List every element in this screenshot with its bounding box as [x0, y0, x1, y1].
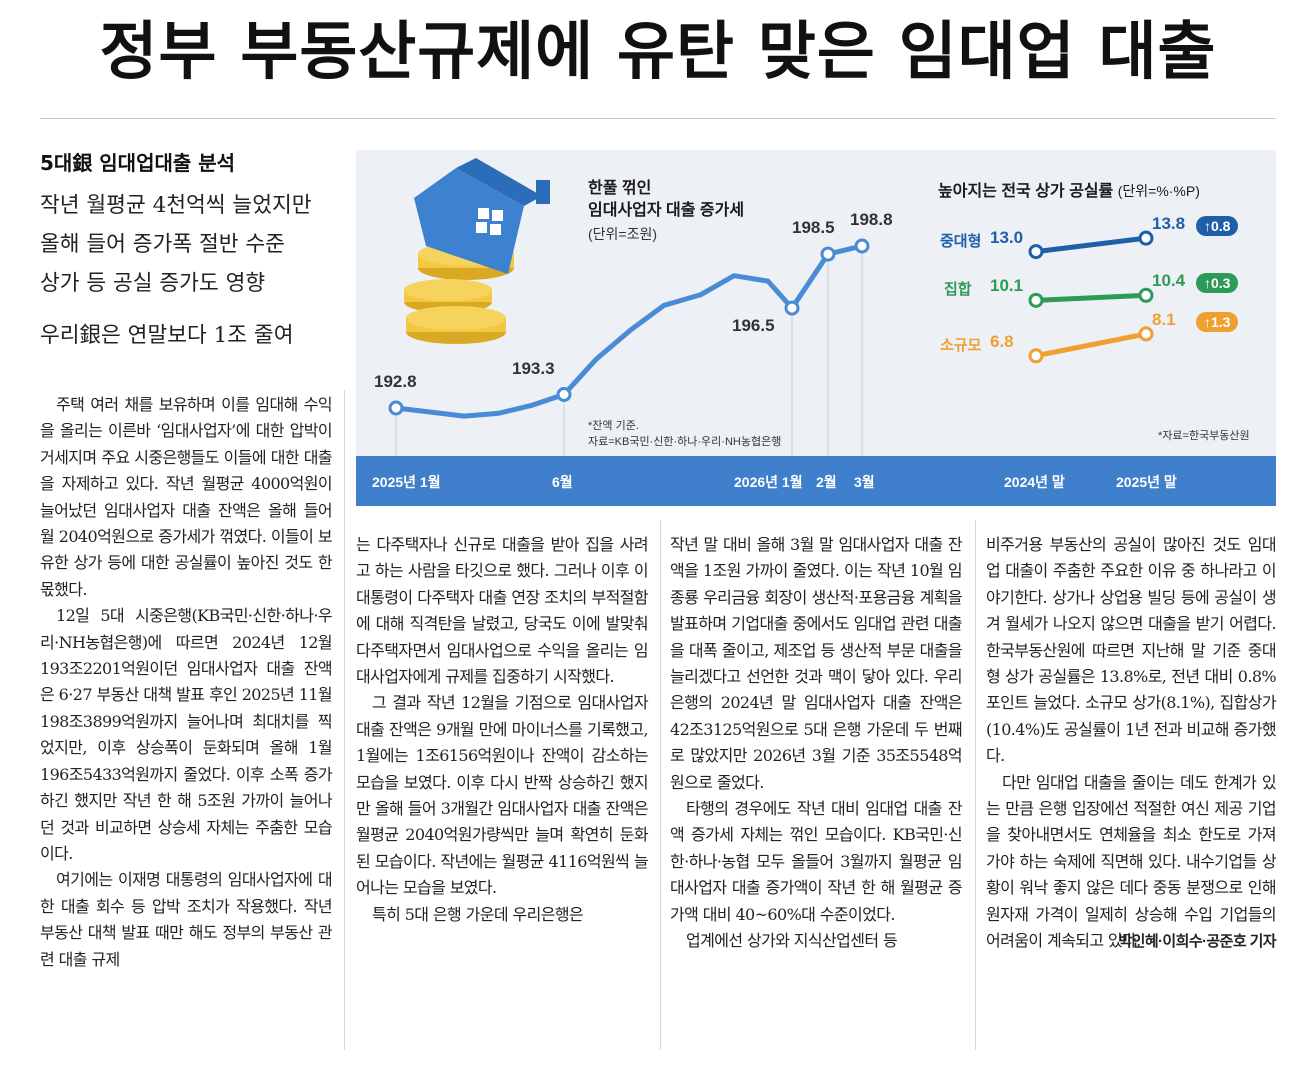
- chart2-point: [1028, 348, 1044, 364]
- chart2-point: [1138, 287, 1154, 303]
- paragraph: 특히 5대 은행 가운데 우리은행은: [372, 904, 584, 924]
- byline: 박인혜·이희수·공준호 기자: [1118, 932, 1276, 950]
- chart2-point: [1028, 244, 1044, 260]
- body-column-2: 는 다주택자나 신규로 대출을 받아 집을 사려고 하는 사람을 타깃으로 했다…: [356, 532, 649, 928]
- chart1-note-line: 자료=KB국민·신한·하나·우리·NH농협은행: [588, 436, 782, 448]
- chart2-series-line: [1033, 235, 1149, 255]
- paragraph: 주택 여러 채를 보유하며 이를 임대해 수익을 올리는 이른바 ‘임대사업자’…: [40, 395, 333, 599]
- chart2-x-tick: 2025년 말: [1116, 474, 1177, 490]
- chart2-value-end: 8.1: [1152, 309, 1176, 329]
- paragraph: 다만 임대업 대출을 줄이는 데도 한계가 있는 만큼 은행 입장에선 적절한 …: [986, 772, 1277, 951]
- chart1-data-label: 192.8: [374, 372, 417, 391]
- column-rule: [975, 520, 976, 1050]
- chart2-title: 높아지는 전국 상가 공실률 (단위=%·%P): [938, 180, 1200, 203]
- chart2-source: *자료=한국부동산원: [1158, 430, 1250, 442]
- chart1-point: [556, 387, 572, 402]
- chart2-value-end: 13.8: [1152, 214, 1186, 234]
- chart1-data-label: 198.8: [850, 210, 893, 229]
- chart2-point: [1028, 292, 1044, 308]
- kicker: 5대銀 임대업대출 분석: [40, 151, 236, 175]
- chart2-value-end: 10.4: [1152, 271, 1186, 291]
- chart2-value-start: 13.0: [990, 227, 1024, 247]
- chart1-note: *잔액 기준. 자료=KB국민·신한·하나·우리·NH농협은행: [588, 418, 781, 450]
- chart2-change-badge: ↑0.8: [1196, 216, 1239, 237]
- paragraph: 작년 말 대비 올해 3월 말 임대사업자 대출 잔액을 1조원 가까이 줄였다…: [670, 535, 963, 792]
- chart1-data-label: 193.3: [512, 358, 555, 378]
- paragraph: 12일 5대 시중은행(KB국민·신한·하나·우리·NH농협은행)에 따르면 2…: [40, 606, 333, 863]
- chart1-x-tick: 6월: [552, 474, 573, 490]
- chart1-point: [784, 300, 800, 316]
- body-column-4: 비주거용 부동산의 공실이 많아진 것도 임대업 대출이 주춤한 주요한 이유 …: [986, 532, 1277, 955]
- chart2-value-start: 6.8: [990, 331, 1014, 351]
- chart1-x-tick: 2월: [816, 474, 837, 490]
- chart1-note-line: *잔액 기준.: [588, 420, 639, 432]
- loan-line-chart: [388, 238, 870, 456]
- header-rule: [40, 118, 1276, 119]
- deck-line: 상가 등 공실 증가도 영향: [40, 271, 266, 296]
- body-column-1: 주택 여러 채를 보유하며 이를 임대해 수익을 올리는 이른바 ‘임대사업자’…: [40, 392, 333, 973]
- chart1-point: [820, 246, 836, 262]
- subheads: 5대銀 임대업대출 분석 작년 월평균 4천억씩 늘었지만 올해 들어 증가폭 …: [40, 148, 340, 355]
- chart2-point: [1138, 230, 1154, 246]
- x-axis-bar: [356, 456, 1276, 506]
- infographic: 한풀 꺾인 임대사업자 대출 증가세 (단위=조원) *잔액 기준. 자료=KB…: [356, 150, 1276, 506]
- chart1-title-line: 한풀 꺾인: [588, 180, 652, 197]
- chart2-change-badge: ↑0.3: [1196, 273, 1239, 294]
- chart2-change-badge: ↑1.3: [1196, 311, 1239, 332]
- paragraph: 타행의 경우에도 작년 대비 임대업 대출 잔액 증가세 자체는 꺾인 모습이다…: [670, 799, 963, 924]
- infographic-canvas: [388, 158, 1154, 456]
- chart1-point: [388, 400, 404, 416]
- chart1-series-line: [393, 243, 865, 419]
- chart2-unit: (단위=%·%P): [1117, 183, 1200, 199]
- chart2-title-text: 높아지는 전국 상가 공실률: [938, 183, 1114, 200]
- chart1-unit: (단위=조원): [588, 226, 658, 242]
- headline: 정부 부동산규제에 유탄 맞은 임대업 대출: [99, 15, 1217, 88]
- chart1-title-line: 임대사업자 대출 증가세: [588, 202, 745, 219]
- chart1-x-tick: 2025년 1월: [372, 474, 441, 490]
- paragraph: 여기에는 이재명 대통령의 임대사업자에 대한 대출 회수 등 압박 조치가 작…: [40, 870, 333, 969]
- house-coin-illustration: [404, 158, 550, 344]
- chart2-series-line: [1033, 292, 1149, 303]
- chart2-series-name: 소규모: [940, 336, 982, 354]
- chart2-series-name: 중대형: [940, 232, 982, 250]
- paragraph: 그 결과 작년 12월을 기점으로 임대사업자 대출 잔액은 9개월 만에 마이…: [356, 693, 649, 898]
- paragraph: 업계에선 상가와 지식산업센터 등: [686, 931, 898, 951]
- chart2-series-name: 집합: [944, 281, 972, 299]
- deck-secondary: 우리銀은 연말보다 1조 줄여: [40, 323, 294, 348]
- chart1-point: [854, 238, 870, 254]
- chart2-value-start: 10.1: [990, 276, 1024, 296]
- vacancy-line-chart: [1028, 230, 1154, 364]
- paragraph: 는 다주택자나 신규로 대출을 받아 집을 사려고 하는 사람을 타깃으로 했다…: [356, 535, 649, 687]
- chart1-title: 한풀 꺾인 임대사업자 대출 증가세: [588, 178, 744, 222]
- deck-line: 올해 들어 증가폭 절반 수준: [40, 232, 285, 257]
- paragraph: 비주거용 부동산의 공실이 많아진 것도 임대업 대출이 주춤한 주요한 이유 …: [986, 535, 1277, 766]
- chart1-data-label: 198.5: [792, 218, 835, 238]
- column-rule: [660, 520, 661, 1050]
- chart2-series-line: [1033, 331, 1149, 359]
- body-column-3: 작년 말 대비 올해 3월 말 임대사업자 대출 잔액을 1조원 가까이 줄였다…: [670, 532, 963, 955]
- chart1-x-tick: 3월: [854, 474, 875, 490]
- chart1-data-label: 196.5: [732, 316, 775, 336]
- chart2-point: [1138, 326, 1154, 342]
- chart1-x-tick: 2026년 1월: [734, 474, 803, 490]
- chart2-x-tick: 2024년 말: [1004, 474, 1065, 490]
- deck-line: 작년 월평균 4천억씩 늘었지만: [40, 193, 312, 218]
- column-rule: [344, 390, 345, 1050]
